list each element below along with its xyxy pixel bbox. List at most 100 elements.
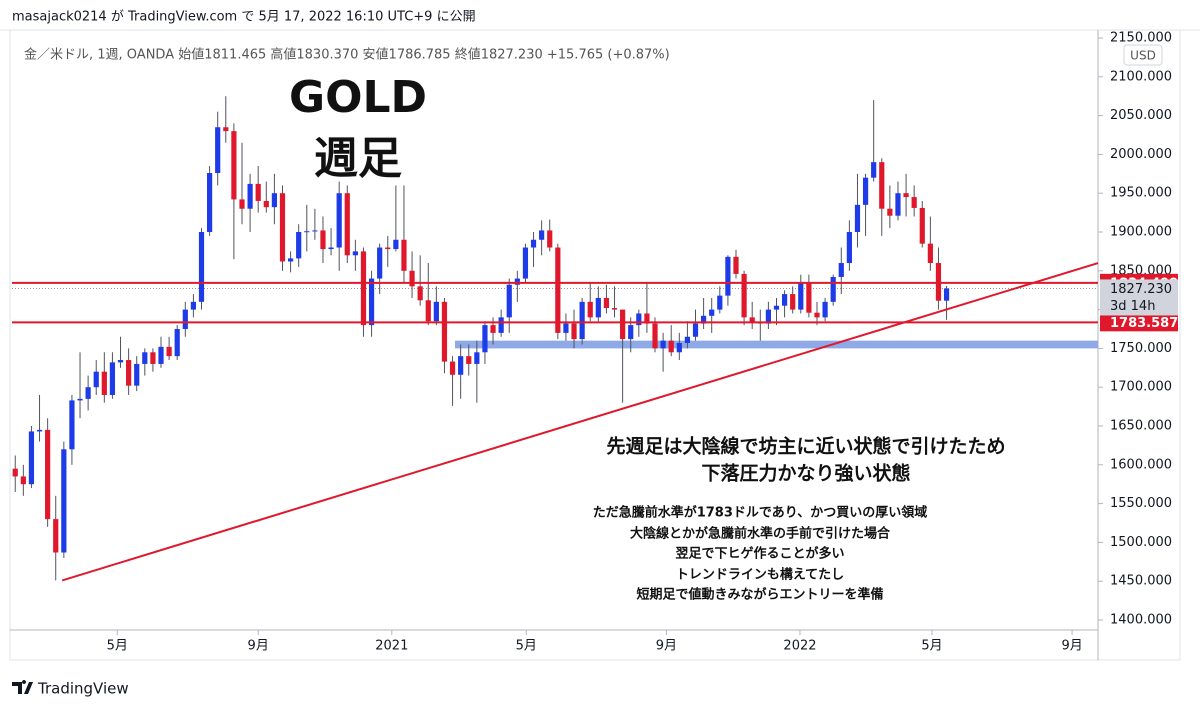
candle-body [69, 400, 75, 450]
candle-body [717, 295, 723, 310]
candle-body [328, 247, 334, 250]
candle-body [903, 193, 909, 198]
candle-body [660, 340, 666, 349]
y-tick-label: 1650.000 [1110, 419, 1172, 434]
candle-body [36, 429, 43, 432]
candle-body [539, 230, 545, 240]
candle-body [287, 258, 294, 262]
candle-body [150, 352, 156, 364]
candle-body [765, 309, 771, 324]
candle-body [134, 363, 140, 386]
candle-body [385, 247, 391, 250]
annotation-sub: トレンドラインも構えてたし [676, 567, 844, 583]
candle-body [530, 239, 537, 248]
x-tick-label: 2022 [783, 639, 816, 654]
x-tick-label: 5月 [107, 639, 128, 654]
candle-body [377, 247, 383, 279]
candle-body [198, 232, 205, 302]
candle-body [12, 468, 18, 477]
candle-body [312, 230, 318, 232]
chart-frame [9, 29, 1181, 661]
candle-body [790, 294, 796, 310]
candle-body [166, 346, 172, 357]
candle-body [814, 312, 820, 318]
candle-body [522, 247, 529, 279]
candle-body [304, 231, 310, 233]
trendline [61, 262, 1099, 582]
candle-body [158, 346, 164, 364]
candle-body [271, 193, 277, 208]
countdown: 3d 14h [1110, 299, 1155, 314]
candle-body [830, 277, 836, 302]
candle-body [927, 243, 933, 264]
y-tick-label: 1550.000 [1110, 496, 1172, 511]
candle-body [822, 301, 828, 318]
candle-body [506, 284, 512, 318]
header: masajack0214 が TradingView.com で 5月 17, … [12, 10, 476, 25]
y-tick-label: 2050.000 [1110, 108, 1172, 123]
y-tick-label: 1450.000 [1110, 574, 1172, 589]
candle-body [879, 162, 885, 209]
candle-body [636, 313, 642, 326]
y-tick-label: 2000.000 [1110, 147, 1172, 162]
candle-body [142, 352, 148, 364]
annotation-main: 先週足は大陰線で坊主に近い状態で引けたため [606, 435, 1005, 458]
candle-body [806, 282, 812, 313]
candle-body [247, 183, 253, 209]
candle-body [320, 230, 326, 250]
x-tick-label: 5月 [921, 639, 942, 654]
candle-body [846, 232, 852, 264]
annotation-title: GOLD [289, 72, 427, 123]
candle-body [53, 519, 59, 553]
candle-body [296, 232, 302, 259]
candle-body [368, 278, 375, 326]
currency: USD [1130, 49, 1156, 63]
candle-body [692, 323, 699, 337]
candle-body [425, 300, 431, 322]
candle-body [239, 199, 245, 209]
candle-body [862, 177, 869, 205]
plot [12, 96, 1099, 582]
footer: TradingView [37, 680, 129, 698]
x-tick-label: 2021 [375, 639, 408, 654]
candle-body [555, 247, 561, 333]
candle-body [255, 183, 261, 201]
annotation-sub: 大陰線とかが急騰前水準の手前で引けた場合 [630, 526, 891, 542]
candle-body [871, 162, 877, 178]
annotation-sub: ただ急騰前水準が1783ドルであり、かつ買いの厚い領域 [593, 505, 928, 521]
candle-body [190, 301, 197, 310]
candle-body [684, 336, 691, 343]
candle-body [393, 239, 399, 250]
x-tick-label: 5月 [516, 639, 537, 654]
candle-body [207, 173, 213, 232]
candle-body [417, 286, 423, 301]
y-tick-label: 1500.000 [1110, 535, 1172, 550]
candle-body [344, 193, 350, 256]
candle-body [126, 360, 132, 386]
candle-body [611, 308, 618, 310]
candle-body [571, 323, 577, 340]
candle-body [223, 127, 229, 132]
last-price-box [1100, 279, 1178, 316]
candle-body [749, 317, 755, 323]
legend: 金／米ドル, 1週, OANDA 始値1811.465 高値1830.370 安… [24, 47, 670, 63]
y-tick-label: 2100.000 [1110, 69, 1172, 84]
price-label-box [1100, 313, 1178, 332]
candle-body [547, 230, 553, 248]
candle-body [109, 362, 116, 395]
candle-body [458, 356, 464, 375]
candle-body [798, 282, 804, 310]
candle-body [919, 207, 925, 244]
candle-body [474, 352, 480, 364]
candle-body [741, 273, 747, 318]
candle-body [773, 305, 780, 310]
candle-body [887, 208, 893, 216]
candle-body [117, 360, 124, 363]
candle-body [409, 270, 415, 287]
candle-body [28, 431, 35, 485]
candle-body [101, 371, 107, 395]
y-tick-label: 1600.000 [1110, 457, 1172, 472]
candle-body [466, 356, 472, 364]
candle-body [498, 317, 504, 333]
logo [12, 680, 33, 694]
